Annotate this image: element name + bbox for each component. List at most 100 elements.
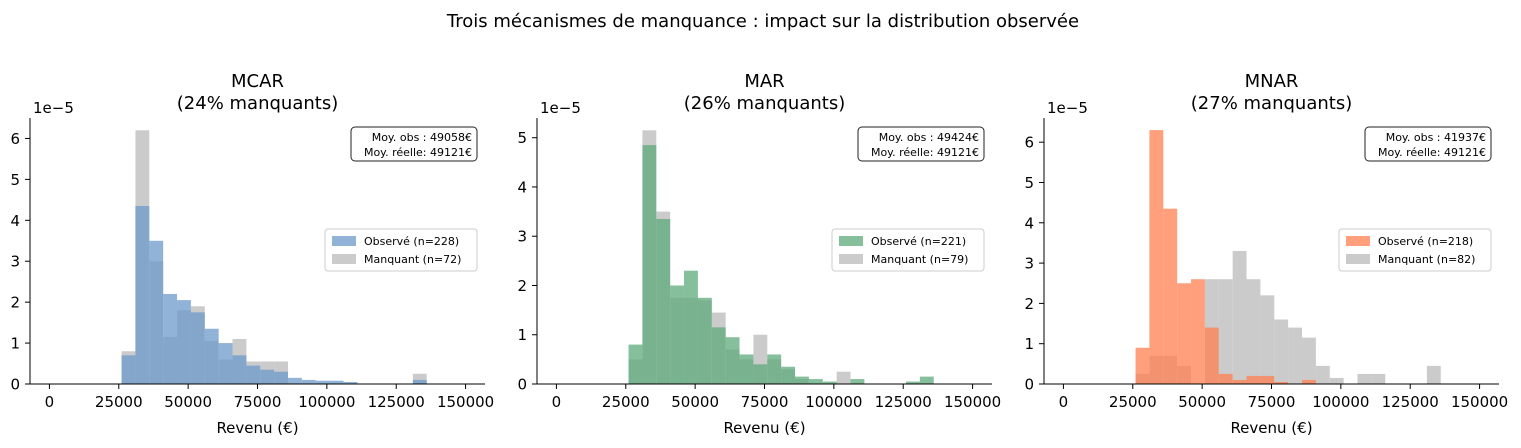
y-tick-label: 3 (10, 253, 20, 271)
legend-observed-swatch (1346, 236, 1370, 246)
x-tick-label: 100000 (298, 393, 355, 411)
legend-missing-label: Manquant (n=72) (364, 253, 461, 266)
chart-title: MAR (744, 71, 784, 92)
observed-bar (315, 380, 330, 384)
chart-subtitle: (27% manquants) (1191, 93, 1352, 114)
observed-bar (412, 379, 427, 384)
observed-bar (135, 205, 150, 384)
y-tick-label: 3 (517, 228, 527, 246)
observed-bar (795, 376, 809, 384)
x-tick-label: 150000 (1451, 393, 1508, 411)
y-tick-label: 4 (1024, 214, 1034, 232)
observed-bar (329, 380, 344, 384)
panels: MCAR(24% manquants)0 25000 50000 75000 10000… (10, 71, 1508, 437)
missing-bar (1315, 365, 1330, 384)
y-tick-label: 5 (10, 171, 20, 189)
observed-bars (628, 145, 934, 384)
x-axis-label: Revenu (€) (216, 419, 298, 437)
y-tick-label: 5 (1024, 174, 1034, 192)
missing-bar (1260, 295, 1275, 384)
stats-observed-mean: Moy. obs : 41937€ (1386, 131, 1486, 144)
legend-missing-swatch (332, 254, 356, 264)
y-tick-label: 2 (10, 294, 20, 312)
missing-bar (1288, 327, 1303, 384)
chart-panel-mcar: MCAR(24% manquants) 0 25000 50000 75000 10000… (10, 71, 494, 437)
x-tick-label: 25000 (95, 393, 143, 411)
observed-bar (204, 328, 219, 384)
observed-bar (1218, 373, 1233, 384)
x-tick-label: 50000 (671, 393, 719, 411)
missing-bar (1274, 319, 1289, 384)
y-tick-label: 0 (1024, 376, 1034, 394)
figure-suptitle: Trois mécanismes de manquance : impact s… (446, 11, 1079, 32)
y-tick-label: 6 (10, 130, 20, 148)
observed-bar (177, 300, 191, 384)
legend-frame (324, 228, 478, 272)
missing-bar (836, 371, 851, 384)
missing-bar (1329, 377, 1344, 384)
observed-bar (905, 381, 920, 384)
legend-observed-label: Observé (n=221) (871, 235, 966, 248)
observed-bar (1204, 327, 1219, 384)
observed-bar (767, 354, 782, 384)
observed-bar (274, 371, 289, 384)
observed-bar (149, 240, 164, 384)
observed-bar (288, 377, 302, 384)
missing-bar (1302, 337, 1316, 384)
x-tick-label: 75000 (234, 393, 282, 411)
observed-bars (121, 205, 427, 384)
y-tick-label: 3 (1024, 255, 1034, 273)
missing-bar (1232, 251, 1247, 384)
x-tick-label: 125000 (1382, 393, 1439, 411)
legend-missing-swatch (839, 254, 863, 264)
legend-observed-swatch (839, 236, 863, 246)
y-scale-label: 1e−5 (33, 99, 74, 117)
legend: Observé (n=228) Manquant (n=72) (324, 228, 478, 272)
chart-subtitle: (24% manquants) (177, 93, 338, 114)
observed-bar (218, 343, 233, 384)
observed-bar (1302, 379, 1316, 384)
observed-bar (670, 285, 685, 384)
y-tick-label: 4 (517, 178, 527, 196)
chart-title: MNAR (1245, 71, 1299, 92)
x-tick-label: 25000 (602, 393, 650, 411)
observed-bars (1135, 130, 1316, 384)
legend: Observé (n=221) Manquant (n=79) (831, 228, 985, 272)
y-tick-label: 1 (10, 335, 20, 353)
legend-missing-swatch (1346, 254, 1370, 264)
observed-bar (260, 369, 275, 384)
observed-bar (697, 297, 712, 384)
legend-observed-label: Observé (n=228) (364, 235, 459, 248)
observed-bar (725, 337, 740, 384)
stats-box-frame (857, 126, 985, 162)
observed-bar (642, 145, 657, 384)
y-tick-label: 2 (517, 277, 527, 295)
observed-bar (343, 381, 358, 384)
observed-bar (711, 327, 726, 384)
observed-bar (301, 379, 316, 384)
x-tick-label: 0 (45, 393, 55, 411)
y-tick-label: 0 (10, 376, 20, 394)
stats-observed-mean: Moy. obs : 49058€ (372, 131, 472, 144)
missing-bar (1357, 373, 1372, 384)
chart-title: MCAR (231, 71, 284, 92)
legend-observed-label: Observé (n=218) (1378, 235, 1473, 248)
y-scale-label: 1e−5 (1047, 99, 1088, 117)
observed-bar (1191, 279, 1205, 384)
x-axis-label: Revenu (€) (1230, 419, 1312, 437)
observed-bar (190, 312, 205, 384)
legend-observed-swatch (332, 236, 356, 246)
observed-bar (656, 218, 671, 384)
chart-subtitle: (26% manquants) (684, 93, 845, 114)
observed-bar (121, 355, 136, 384)
stats-box-frame (350, 126, 478, 162)
observed-bar (808, 379, 823, 384)
x-tick-label: 25000 (1109, 393, 1157, 411)
missing-bar (1218, 279, 1233, 384)
x-tick-label: 0 (552, 393, 562, 411)
x-tick-label: 150000 (944, 393, 1001, 411)
observed-bar (1260, 375, 1275, 384)
observed-bar (850, 379, 865, 384)
legend: Observé (n=218) Manquant (n=82) (1338, 228, 1492, 272)
